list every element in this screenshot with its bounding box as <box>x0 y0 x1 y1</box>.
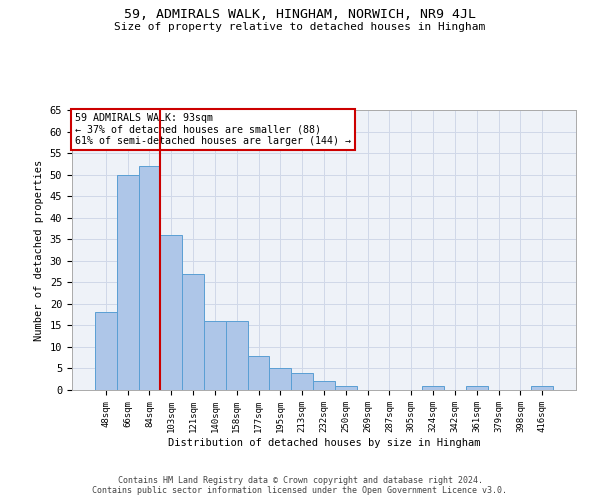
X-axis label: Distribution of detached houses by size in Hingham: Distribution of detached houses by size … <box>168 438 480 448</box>
Bar <box>160 235 182 390</box>
Bar <box>335 386 357 390</box>
Bar <box>531 386 553 390</box>
Bar <box>466 386 488 390</box>
Bar <box>248 356 269 390</box>
Text: Size of property relative to detached houses in Hingham: Size of property relative to detached ho… <box>115 22 485 32</box>
Bar <box>422 386 444 390</box>
Bar <box>226 321 248 390</box>
Bar <box>313 382 335 390</box>
Bar <box>182 274 204 390</box>
Text: Contains HM Land Registry data © Crown copyright and database right 2024.
Contai: Contains HM Land Registry data © Crown c… <box>92 476 508 495</box>
Bar <box>117 174 139 390</box>
Bar <box>95 312 117 390</box>
Text: 59, ADMIRALS WALK, HINGHAM, NORWICH, NR9 4JL: 59, ADMIRALS WALK, HINGHAM, NORWICH, NR9… <box>124 8 476 20</box>
Text: 59 ADMIRALS WALK: 93sqm
← 37% of detached houses are smaller (88)
61% of semi-de: 59 ADMIRALS WALK: 93sqm ← 37% of detache… <box>74 113 350 146</box>
Y-axis label: Number of detached properties: Number of detached properties <box>34 160 44 340</box>
Bar <box>204 321 226 390</box>
Bar <box>291 373 313 390</box>
Bar <box>269 368 291 390</box>
Bar <box>139 166 160 390</box>
